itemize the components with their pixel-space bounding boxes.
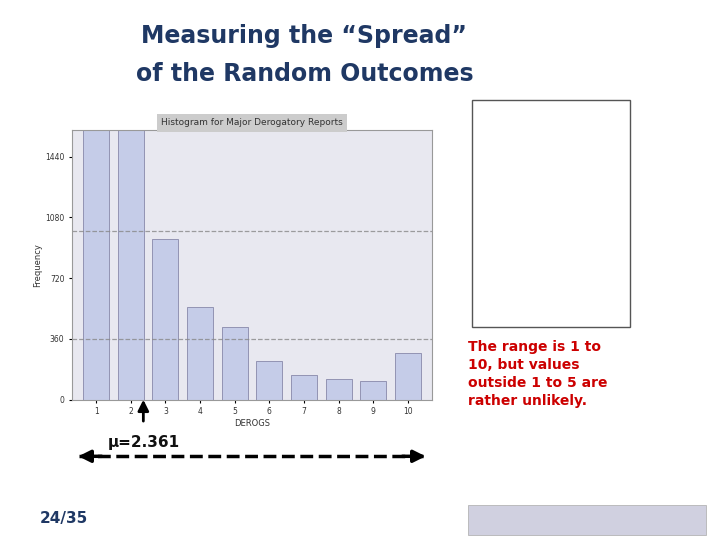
- Text: 1: 1: [485, 162, 492, 175]
- Text: .5100: .5100: [526, 162, 559, 175]
- Text: Reports: Reports: [525, 126, 577, 139]
- Text: 3: 3: [485, 194, 492, 208]
- Text: .0148: .0148: [526, 260, 559, 273]
- Bar: [256, 361, 282, 400]
- Text: 7: 7: [485, 260, 492, 273]
- Text: .0125: .0125: [526, 276, 559, 289]
- Text: .0953: .0953: [526, 194, 559, 208]
- Text: .0547: .0547: [526, 211, 559, 224]
- Text: Measuring the “Spread”: Measuring the “Spread”: [141, 24, 467, 48]
- Bar: [118, 48, 144, 400]
- Text: Derogatory: Derogatory: [513, 110, 588, 123]
- Text: of the Random Outcomes: of the Random Outcomes: [135, 62, 473, 86]
- Text: 6: 6: [485, 244, 492, 256]
- Bar: [291, 375, 317, 400]
- Text: 10: 10: [485, 309, 500, 322]
- Bar: [84, 0, 109, 400]
- Text: μ=2.361: μ=2.361: [107, 435, 179, 450]
- Text: 9: 9: [485, 293, 492, 306]
- Text: .0430: .0430: [526, 227, 559, 240]
- Text: .0109: .0109: [526, 293, 559, 306]
- Bar: [395, 353, 420, 400]
- Text: .2085: .2085: [526, 178, 559, 191]
- Bar: [325, 379, 351, 400]
- Y-axis label: Frequency: Frequency: [33, 242, 42, 287]
- Bar: [222, 327, 248, 400]
- Bar: [153, 239, 179, 400]
- Title: Histogram for Major Derogatory Reports: Histogram for Major Derogatory Reports: [161, 118, 343, 127]
- Bar: [187, 307, 213, 400]
- Text: X: X: [485, 143, 494, 156]
- Text: 2: 2: [485, 178, 492, 191]
- Text: The range is 1 to
10, but values
outside 1 to 5 are
rather unlikely.: The range is 1 to 10, but values outside…: [468, 340, 608, 408]
- Bar: [360, 381, 386, 400]
- Text: 24/35: 24/35: [40, 511, 88, 526]
- Text: P(X=x): P(X=x): [526, 143, 572, 156]
- X-axis label: DEROGS: DEROGS: [234, 419, 270, 428]
- Text: .0226: .0226: [526, 244, 559, 256]
- Text: Part 5: Random Variables: Part 5: Random Variables: [508, 515, 666, 525]
- Text: 5: 5: [485, 227, 492, 240]
- Text: .0277: .0277: [526, 309, 559, 322]
- Text: 4: 4: [485, 211, 492, 224]
- Text: 8: 8: [485, 276, 492, 289]
